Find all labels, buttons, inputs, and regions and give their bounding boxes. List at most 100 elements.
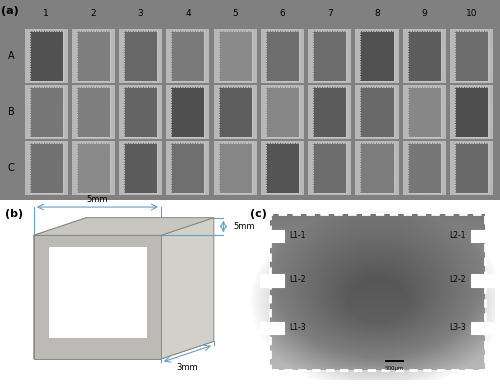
Bar xyxy=(30,87,63,137)
Bar xyxy=(266,31,299,81)
Bar xyxy=(270,314,485,315)
Text: 500μm: 500μm xyxy=(385,366,404,371)
Bar xyxy=(270,246,485,247)
Bar xyxy=(470,230,495,242)
Bar xyxy=(408,87,441,137)
Bar xyxy=(270,298,485,299)
Bar xyxy=(270,346,485,347)
Bar xyxy=(470,322,495,334)
Text: 2: 2 xyxy=(90,10,96,18)
Bar xyxy=(270,332,485,333)
Bar xyxy=(270,223,485,224)
Bar xyxy=(270,231,485,232)
Bar xyxy=(260,230,284,242)
Bar xyxy=(270,229,485,230)
Bar xyxy=(270,339,485,340)
Bar xyxy=(171,87,204,137)
Text: 5: 5 xyxy=(232,10,238,18)
Bar xyxy=(270,286,485,287)
Bar xyxy=(455,87,488,137)
Bar xyxy=(261,141,304,195)
Bar xyxy=(270,318,485,319)
Bar xyxy=(270,295,485,296)
Bar xyxy=(270,340,485,341)
Bar xyxy=(270,288,485,289)
Bar xyxy=(77,87,110,137)
Bar xyxy=(270,291,485,292)
Bar xyxy=(402,141,446,195)
Bar xyxy=(270,355,485,356)
Bar xyxy=(270,310,485,311)
Bar xyxy=(270,275,485,276)
Bar xyxy=(270,261,485,262)
Bar xyxy=(124,31,157,81)
Bar xyxy=(119,84,162,139)
Bar xyxy=(260,322,284,334)
Bar xyxy=(270,319,485,320)
Bar xyxy=(270,220,485,221)
Polygon shape xyxy=(34,341,214,359)
Bar xyxy=(218,142,252,193)
Bar xyxy=(270,272,485,273)
Bar xyxy=(270,233,485,234)
Bar xyxy=(171,142,204,193)
Bar xyxy=(355,141,399,195)
Text: 7: 7 xyxy=(327,10,332,18)
Text: 3mm: 3mm xyxy=(176,362,198,372)
Bar xyxy=(77,142,110,193)
Bar xyxy=(270,311,485,312)
Bar xyxy=(270,289,485,290)
Bar xyxy=(30,87,63,137)
Bar xyxy=(270,358,485,359)
Bar xyxy=(270,249,485,250)
Bar xyxy=(218,31,252,81)
Bar xyxy=(270,316,485,317)
Bar xyxy=(266,31,299,81)
Bar xyxy=(218,87,252,137)
Bar xyxy=(270,268,485,269)
Bar xyxy=(270,326,485,327)
Bar xyxy=(30,142,63,193)
Bar xyxy=(270,357,485,358)
Bar xyxy=(124,87,157,137)
Bar xyxy=(270,327,485,328)
Bar xyxy=(24,141,68,195)
Bar xyxy=(270,305,485,306)
Text: L2-2: L2-2 xyxy=(449,275,466,284)
Bar xyxy=(270,239,485,240)
Bar xyxy=(270,259,485,260)
Bar xyxy=(30,31,63,81)
Bar xyxy=(308,29,351,83)
Polygon shape xyxy=(34,235,161,359)
Bar xyxy=(313,31,346,81)
Bar xyxy=(270,345,485,346)
Bar xyxy=(270,313,485,314)
Bar xyxy=(270,214,485,369)
Bar xyxy=(270,303,485,304)
Text: 3: 3 xyxy=(138,10,143,18)
Bar xyxy=(270,350,485,351)
Bar xyxy=(402,29,446,83)
Bar xyxy=(270,280,485,281)
Bar xyxy=(270,242,485,243)
Bar xyxy=(313,142,346,193)
Text: A: A xyxy=(8,51,14,61)
Bar xyxy=(270,216,485,217)
Bar xyxy=(270,290,485,291)
Bar xyxy=(77,31,110,81)
Bar xyxy=(270,282,485,283)
Bar xyxy=(166,141,210,195)
Bar xyxy=(270,253,485,254)
Bar xyxy=(270,353,485,354)
Polygon shape xyxy=(34,218,214,235)
Bar xyxy=(270,299,485,300)
Bar xyxy=(218,87,252,137)
Bar xyxy=(450,84,493,139)
Bar xyxy=(360,31,394,81)
Bar xyxy=(270,356,485,357)
Bar xyxy=(270,226,485,227)
Bar xyxy=(270,245,485,246)
Bar xyxy=(270,348,485,349)
Bar xyxy=(270,292,485,293)
Bar xyxy=(455,31,488,81)
